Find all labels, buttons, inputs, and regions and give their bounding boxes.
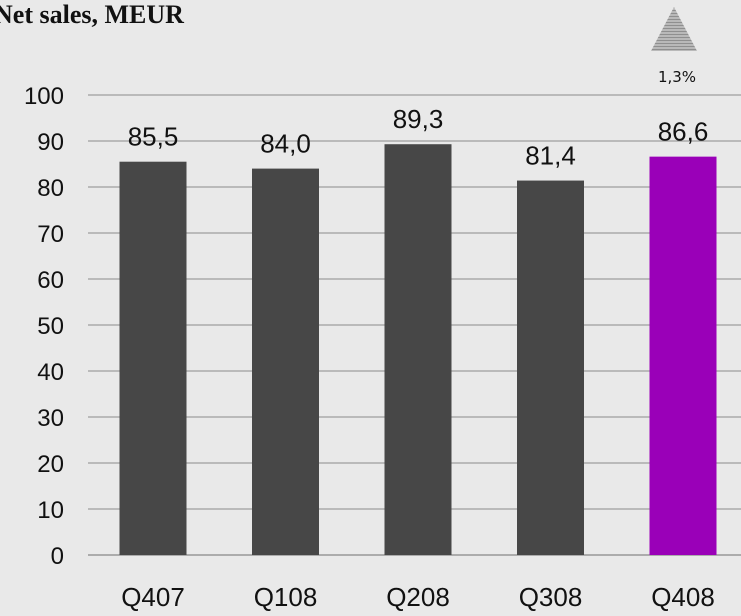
bar	[119, 161, 187, 555]
y-tick-label: 10	[37, 497, 64, 524]
y-tick-label: 90	[37, 129, 64, 156]
y-tick-label: 80	[37, 175, 64, 202]
chart-title: Net sales, MEUR	[0, 0, 184, 29]
bar	[384, 144, 452, 555]
y-tick-label: 50	[37, 313, 64, 340]
change-percent-label: 1,3%	[657, 68, 697, 86]
y-tick-label: 70	[37, 221, 64, 248]
category-label: Q308	[519, 582, 583, 612]
value-label: 81,4	[525, 141, 576, 171]
y-tick-label: 20	[37, 451, 64, 478]
value-label: 89,3	[393, 104, 444, 134]
y-tick-label: 0	[51, 543, 64, 570]
y-tick-label: 60	[37, 267, 64, 294]
bar	[517, 180, 584, 555]
up-triangle-icon	[651, 7, 697, 51]
category-label: Q408	[651, 582, 715, 612]
bar	[252, 168, 319, 555]
value-label: 86,6	[658, 117, 709, 147]
category-label: Q108	[254, 582, 318, 612]
category-label: Q208	[386, 582, 450, 612]
value-label: 84,0	[260, 129, 311, 159]
bar	[649, 156, 717, 555]
y-tick-label: 100	[24, 83, 64, 110]
category-label: Q407	[121, 582, 185, 612]
y-tick-label: 30	[37, 405, 64, 432]
y-tick-label: 40	[37, 359, 64, 386]
value-label: 85,5	[128, 122, 179, 152]
